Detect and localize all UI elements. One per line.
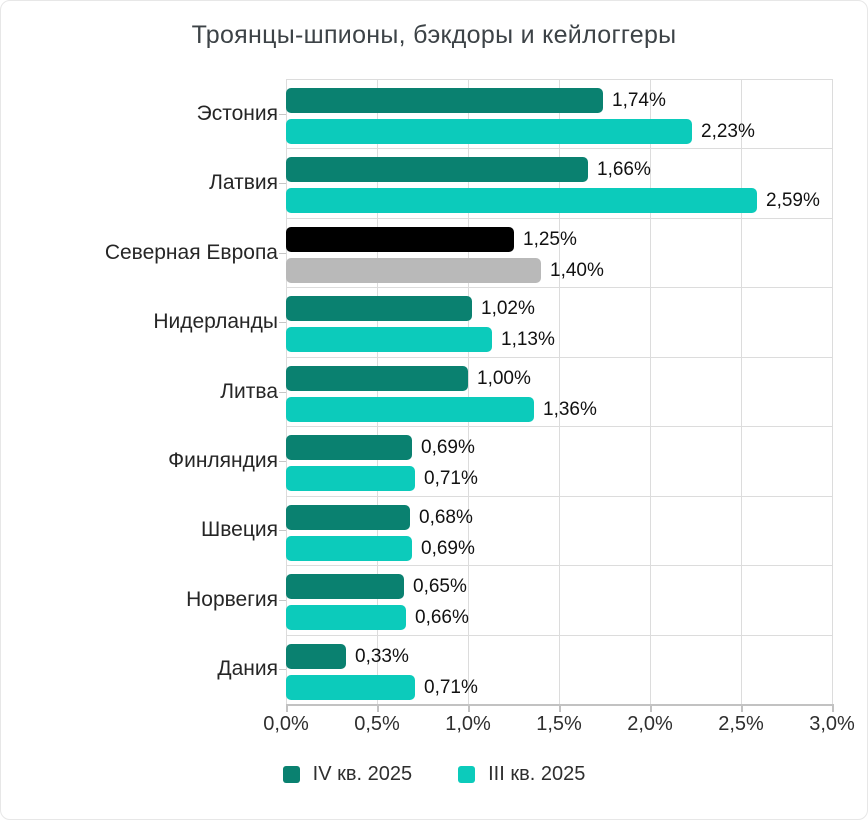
bar-q3-6 xyxy=(286,536,412,561)
x-axis-tick-label: 1,0% xyxy=(445,713,491,735)
category-tickmark xyxy=(279,392,286,393)
bar-q3-8 xyxy=(286,675,415,700)
horizontal-gridline xyxy=(286,496,832,497)
legend-swatch-q3 xyxy=(458,766,476,783)
category-tickmark xyxy=(279,600,286,601)
horizontal-gridline xyxy=(286,635,832,636)
category-label: Норвегия xyxy=(186,588,278,611)
bar-value-label: 1,40% xyxy=(550,260,604,281)
bar-q4-6 xyxy=(286,505,410,530)
legend-label-q3: III кв. 2025 xyxy=(488,763,586,785)
category-label: Финляндия xyxy=(168,449,278,472)
x-axis-tick-label: 1,5% xyxy=(536,713,582,735)
bar-q3-3 xyxy=(286,327,492,352)
category-tickmark xyxy=(279,114,286,115)
bar-value-label: 1,25% xyxy=(523,229,577,250)
bar-value-label: 1,36% xyxy=(543,399,597,420)
bar-q4-8 xyxy=(286,644,346,669)
bar-value-label: 0,33% xyxy=(355,646,409,667)
bar-value-label: 0,71% xyxy=(424,677,478,698)
bar-q4-7 xyxy=(286,574,404,599)
horizontal-gridline xyxy=(286,148,832,149)
x-axis-tick-label: 2,5% xyxy=(718,713,764,735)
bar-q4-5 xyxy=(286,435,412,460)
x-axis-tickmark xyxy=(832,704,834,712)
x-axis-tick-label: 0,0% xyxy=(263,713,309,735)
vertical-gridline xyxy=(468,79,469,704)
bar-q3-7 xyxy=(286,605,406,630)
bar-q3-0 xyxy=(286,119,692,144)
bar-q3-4 xyxy=(286,397,534,422)
category-tickmark xyxy=(279,461,286,462)
category-tickmark xyxy=(279,183,286,184)
x-axis-tickmark xyxy=(377,704,379,712)
bar-value-label: 0,69% xyxy=(421,437,475,458)
bar-value-label: 1,13% xyxy=(501,329,555,350)
bar-q4-2 xyxy=(286,227,514,252)
category-label: Нидерланды xyxy=(153,310,278,333)
x-axis-tick-label: 0,5% xyxy=(354,713,400,735)
bar-q4-3 xyxy=(286,296,472,321)
bar-value-label: 2,23% xyxy=(701,121,755,142)
category-tickmark xyxy=(279,253,286,254)
x-axis-tick-label: 3,0% xyxy=(809,713,855,735)
bar-value-label: 1,74% xyxy=(612,90,666,111)
category-label: Эстония xyxy=(196,102,278,125)
bar-value-label: 1,66% xyxy=(597,159,651,180)
horizontal-gridline xyxy=(286,357,832,358)
vertical-gridline xyxy=(650,79,651,704)
bar-value-label: 1,02% xyxy=(481,298,535,319)
bar-q4-1 xyxy=(286,157,588,182)
category-tickmark xyxy=(279,322,286,323)
category-label: Литва xyxy=(220,380,278,403)
x-axis-tickmark xyxy=(650,704,652,712)
x-axis-tickmark xyxy=(468,704,470,712)
legend-label-q4: IV кв. 2025 xyxy=(312,763,413,785)
x-axis-tickmark xyxy=(286,704,288,712)
vertical-gridline xyxy=(286,79,287,704)
bar-value-label: 0,71% xyxy=(424,468,478,489)
category-label: Дания xyxy=(217,657,278,680)
category-tickmark xyxy=(279,669,286,670)
legend-swatch-q4 xyxy=(282,766,300,783)
bar-q3-1 xyxy=(286,188,757,213)
bar-q3-5 xyxy=(286,466,415,491)
x-axis-tick-label: 2,0% xyxy=(627,713,673,735)
bar-q4-0 xyxy=(286,88,603,113)
horizontal-gridline xyxy=(286,79,832,80)
horizontal-gridline xyxy=(286,565,832,566)
bar-value-label: 0,65% xyxy=(413,576,467,597)
horizontal-gridline xyxy=(286,218,832,219)
category-label: Северная Европа xyxy=(104,241,278,264)
chart-title: Троянцы-шпионы, бэкдоры и кейлоггеры xyxy=(191,21,677,49)
x-axis-tickmark xyxy=(741,704,743,712)
bar-q3-2 xyxy=(286,258,541,283)
horizontal-gridline xyxy=(286,426,832,427)
bar-value-label: 0,68% xyxy=(419,507,473,528)
bar-value-label: 0,66% xyxy=(415,607,469,628)
bar-value-label: 2,59% xyxy=(766,190,820,211)
category-label: Латвия xyxy=(209,171,278,194)
plot-area: 1,74% 2,23% 1,66% 2,59% 1,25% 1,40% 1,02% 1,13%… xyxy=(286,79,833,704)
vertical-gridline xyxy=(377,79,378,704)
bar-value-label: 1,00% xyxy=(477,368,531,389)
category-label: Швеция xyxy=(201,518,278,541)
legend: IV кв. 2025 III кв. 2025 xyxy=(1,763,867,786)
bar-value-label: 0,69% xyxy=(421,538,475,559)
category-tickmark xyxy=(279,530,286,531)
vertical-gridline xyxy=(832,79,833,704)
vertical-gridline xyxy=(559,79,560,704)
horizontal-gridline xyxy=(286,287,832,288)
legend-item-q4: IV кв. 2025 xyxy=(282,763,413,786)
legend-item-q3: III кв. 2025 xyxy=(458,763,585,786)
vertical-gridline xyxy=(741,79,742,704)
bar-q4-4 xyxy=(286,366,468,391)
x-axis-tickmark xyxy=(559,704,561,712)
